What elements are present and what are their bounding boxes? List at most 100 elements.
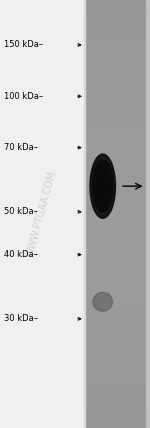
Bar <box>85 411 150 415</box>
Bar <box>85 235 150 240</box>
Bar <box>85 154 150 158</box>
Bar <box>85 287 150 291</box>
Bar <box>85 205 150 210</box>
Bar <box>85 77 150 81</box>
Ellipse shape <box>90 154 116 218</box>
Bar <box>85 120 150 124</box>
Text: 150 kDa–: 150 kDa– <box>4 40 44 50</box>
Bar <box>85 321 150 325</box>
Bar <box>85 381 150 385</box>
Bar <box>0 0 85 428</box>
Bar <box>85 137 150 141</box>
Bar <box>85 270 150 274</box>
Bar <box>85 227 150 231</box>
Text: 50 kDa–: 50 kDa– <box>4 207 38 217</box>
Bar <box>85 81 150 86</box>
Bar <box>85 278 150 282</box>
Bar <box>85 342 150 347</box>
Bar <box>85 64 150 68</box>
Bar <box>85 13 150 17</box>
Bar <box>85 210 150 214</box>
Bar <box>85 325 150 330</box>
Bar <box>85 47 150 51</box>
Bar <box>85 171 150 175</box>
Text: 40 kDa–: 40 kDa– <box>4 250 38 259</box>
Bar <box>85 167 150 171</box>
Bar <box>85 26 150 30</box>
Bar <box>85 398 150 402</box>
Bar <box>85 163 150 167</box>
Bar <box>85 360 150 364</box>
Bar <box>85 419 150 424</box>
Bar <box>85 68 150 73</box>
Bar <box>85 201 150 205</box>
Bar <box>85 300 150 304</box>
Bar <box>85 312 150 317</box>
Bar <box>85 265 150 270</box>
Bar <box>85 214 150 218</box>
Bar <box>85 257 150 261</box>
Bar <box>85 407 150 411</box>
Bar <box>85 94 150 98</box>
Bar <box>85 128 150 133</box>
Bar <box>85 180 150 184</box>
Bar <box>85 304 150 308</box>
Bar <box>85 4 150 9</box>
Bar <box>85 218 150 223</box>
Text: 100 kDa–: 100 kDa– <box>4 92 44 101</box>
Bar <box>85 111 150 116</box>
Bar <box>85 231 150 235</box>
Bar <box>85 389 150 394</box>
Text: 30 kDa–: 30 kDa– <box>4 314 39 324</box>
Bar <box>85 34 150 39</box>
Bar <box>85 334 150 338</box>
Bar <box>85 21 150 26</box>
Bar <box>85 141 150 146</box>
Bar <box>85 253 150 257</box>
Bar <box>85 240 150 244</box>
Bar <box>85 347 150 351</box>
Bar <box>85 372 150 377</box>
Bar <box>85 193 150 197</box>
Bar <box>85 124 150 128</box>
Bar <box>85 330 150 334</box>
Bar <box>85 248 150 253</box>
Bar <box>85 39 150 43</box>
Bar <box>85 146 150 150</box>
Bar <box>85 295 150 300</box>
Bar <box>85 424 150 428</box>
Bar <box>85 308 150 312</box>
Bar <box>85 86 150 90</box>
Bar <box>85 98 150 103</box>
Bar <box>85 73 150 77</box>
Bar <box>85 291 150 295</box>
Bar <box>85 9 150 13</box>
Bar <box>85 30 150 34</box>
Bar <box>85 56 150 60</box>
Bar <box>85 368 150 372</box>
Bar <box>85 107 150 111</box>
Bar <box>85 394 150 398</box>
Bar <box>84 0 86 428</box>
Bar <box>85 415 150 419</box>
Bar <box>85 282 150 287</box>
Bar <box>85 402 150 407</box>
Bar <box>85 338 150 342</box>
Bar <box>85 385 150 389</box>
Bar <box>85 188 150 193</box>
Bar <box>85 150 150 154</box>
Bar <box>85 51 150 56</box>
Bar <box>85 377 150 381</box>
Ellipse shape <box>93 292 112 311</box>
Bar <box>85 274 150 278</box>
Bar <box>85 60 150 64</box>
Bar <box>85 364 150 368</box>
Bar <box>85 158 150 163</box>
Bar <box>85 351 150 355</box>
Bar <box>85 175 150 180</box>
Bar <box>85 317 150 321</box>
Bar <box>85 261 150 265</box>
Ellipse shape <box>93 160 113 212</box>
Ellipse shape <box>98 173 108 199</box>
Bar <box>85 17 150 21</box>
